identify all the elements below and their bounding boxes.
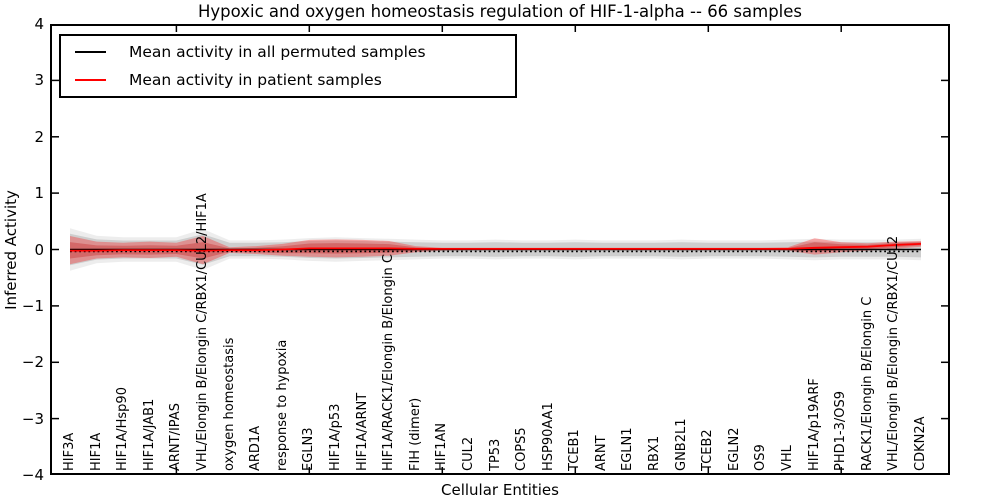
x-tick-label: ARD1A xyxy=(248,425,264,471)
plot-canvas xyxy=(50,24,950,475)
plot-border xyxy=(50,24,950,475)
y-tick-label: −1 xyxy=(21,296,44,315)
legend-label: Mean activity in patient samples xyxy=(129,71,382,89)
x-tick-label: CUL2 xyxy=(460,436,476,471)
x-tick-label: GNB2L1 xyxy=(673,418,689,471)
x-tick-label: HIF1A/p19ARF xyxy=(806,378,822,471)
x-tick-label: HIF1A/ARNT xyxy=(354,392,370,471)
y-tick-label: 2 xyxy=(34,127,44,146)
legend: Mean activity in all permuted samples Me… xyxy=(59,34,517,98)
legend-entry-permuted: Mean activity in all permuted samples xyxy=(61,41,515,63)
x-tick-label: RACK1/Elongin B/Elongin C xyxy=(859,296,875,471)
permuted-line-swatch xyxy=(75,51,106,53)
y-tick-label: −3 xyxy=(21,409,44,428)
y-tick-label: −2 xyxy=(21,353,44,372)
legend-entry-patient: Mean activity in patient samples xyxy=(61,69,515,91)
y-tick-label: −4 xyxy=(21,466,44,484)
x-tick-label: CDKN2A xyxy=(913,416,928,471)
x-tick-label: ARNT xyxy=(593,435,609,471)
legend-label: Mean activity in all permuted samples xyxy=(129,43,426,61)
x-tick-label: HIF1A xyxy=(88,432,104,471)
x-tick-label: EGLN3 xyxy=(301,427,317,471)
x-tick-label: TCEB1 xyxy=(567,429,583,471)
x-tick-label: VHL xyxy=(780,445,796,471)
x-tick-label: HIF1A/p53 xyxy=(327,403,343,471)
x-tick-label: OS9 xyxy=(753,444,769,471)
x-tick-label: ARNT/IPAS xyxy=(168,403,184,471)
x-tick-label: RBX1 xyxy=(647,435,663,471)
x-tick-label: EGLN2 xyxy=(726,427,742,471)
x-tick-label: HIF3A xyxy=(62,432,77,471)
x-tick-label: VHL/Elongin B/Elongin C/RBX1/CUL2/HIF1A xyxy=(194,193,210,471)
x-tick-label: HIF1A/RACK1/Elongin B/Elongin C xyxy=(381,254,397,471)
patient-line-swatch xyxy=(75,79,106,81)
x-tick-label: HIF1A/JAB1 xyxy=(141,398,157,471)
x-tick-label: TP53 xyxy=(487,438,503,471)
x-axis-label: Cellular Entities xyxy=(441,481,559,499)
y-tick-label: 1 xyxy=(34,184,44,203)
y-tick-label: 3 xyxy=(34,71,44,90)
x-tick-label: HIF1A/Hsp90 xyxy=(115,387,131,471)
x-tick-label: FIH (dimer) xyxy=(407,397,423,471)
x-tick-label: EGLN1 xyxy=(620,427,636,471)
x-tick-label: COPS5 xyxy=(514,427,530,471)
chart-title: Hypoxic and oxygen homeostasis regulatio… xyxy=(197,2,803,21)
plot-area xyxy=(50,24,950,475)
patient-mean-line xyxy=(70,243,922,252)
x-tick-label: response to hypoxia xyxy=(274,339,290,471)
y-tick-label: 4 xyxy=(34,15,44,33)
x-tick-label: TCEB2 xyxy=(700,429,716,471)
x-tick-label: PHD1-3/OS9 xyxy=(833,391,849,471)
x-tick-label: HIF1AN xyxy=(434,423,450,471)
y-tick-label: 0 xyxy=(34,240,44,259)
x-tick-label: oxygen homeostasis xyxy=(221,337,237,471)
x-tick-label: VHL/Elongin B/Elongin C/RBX1/CUL2 xyxy=(886,235,902,471)
x-tick-label: HSP90AA1 xyxy=(540,402,556,471)
